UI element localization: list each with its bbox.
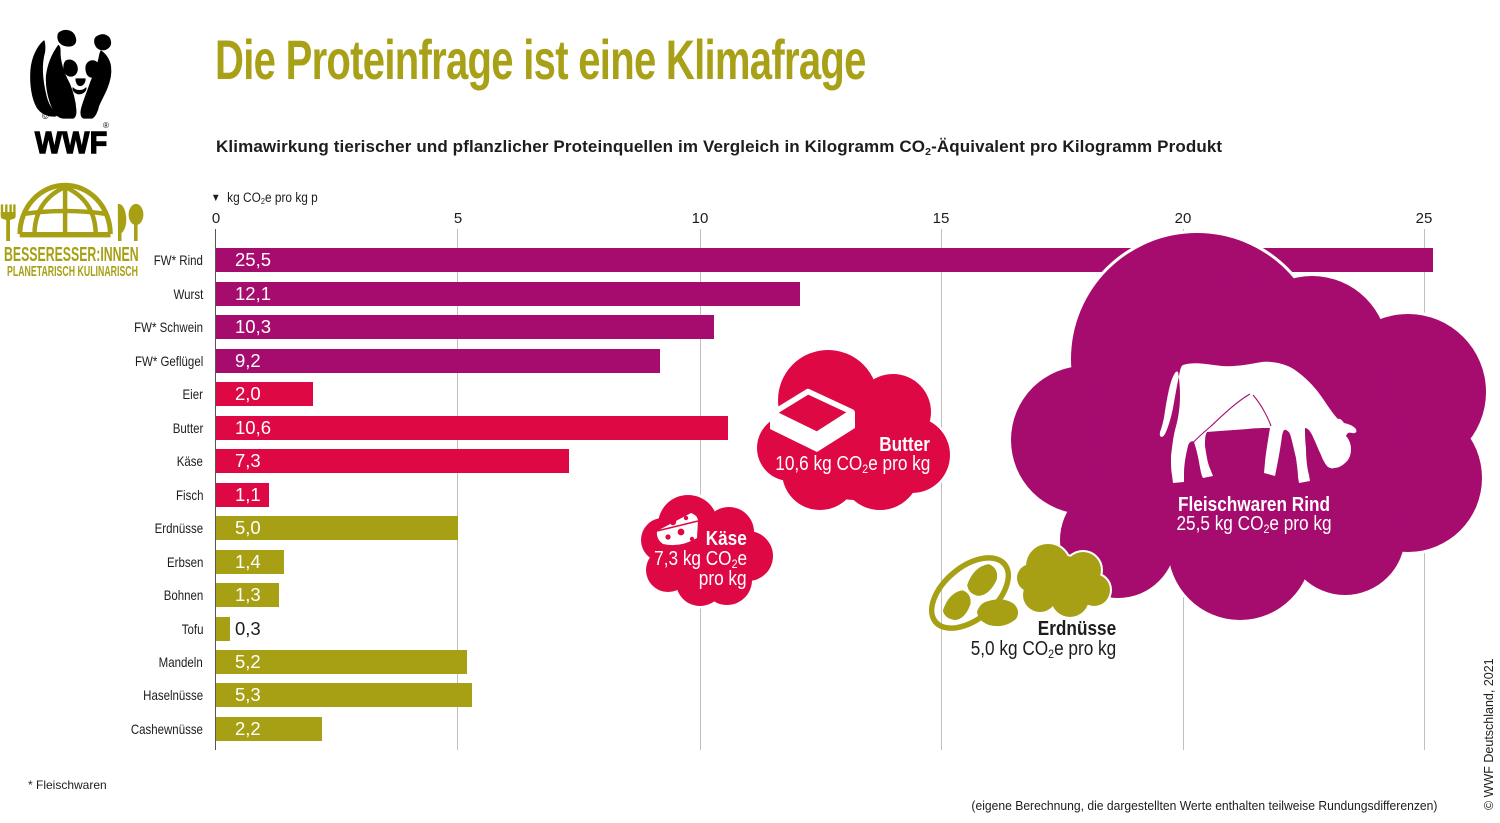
svg-text:®: ® <box>103 121 109 130</box>
svg-text:©: © <box>42 111 49 121</box>
